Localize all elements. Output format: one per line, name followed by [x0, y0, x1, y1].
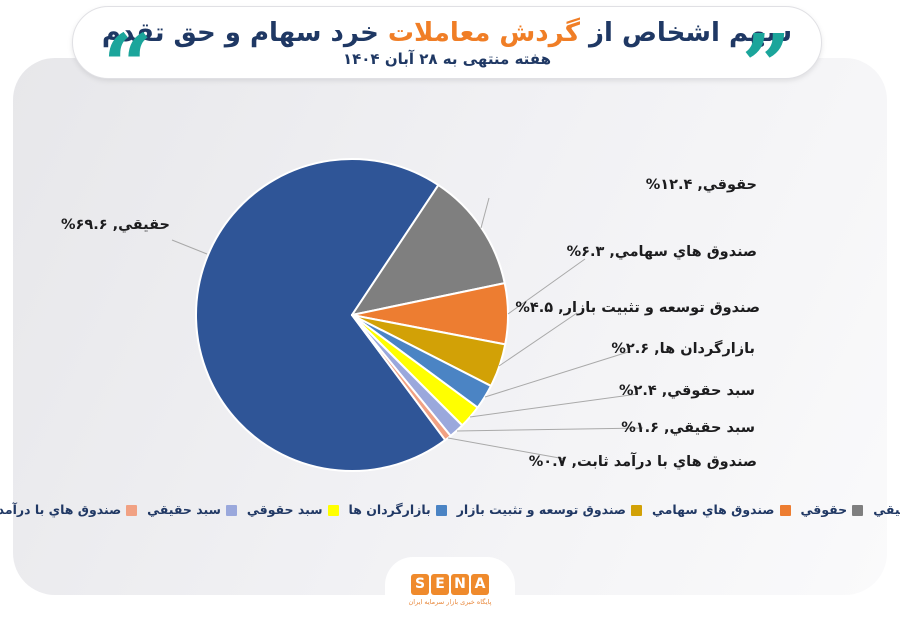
- pie-label-0: حقیقي, %۶۹.۶: [61, 214, 170, 236]
- pie-label-name: صندوق هاي با درآمد ثابت: [577, 454, 757, 470]
- legend-item-3: صندوق توسعه و تثبیت بازار: [456, 502, 643, 518]
- legend-marker-icon: [327, 504, 339, 516]
- pie-label-name: حقیقي: [118, 217, 170, 233]
- legend-item-0: حقیقي: [873, 502, 900, 518]
- legend-marker-icon: [435, 504, 447, 516]
- legend-label: بازارگردان ها: [348, 502, 431, 517]
- pie-label-value: %۱.۶: [621, 420, 659, 436]
- legend-item-2: صندوق هاي سهامي: [652, 502, 791, 518]
- leader-line-3: [498, 312, 578, 367]
- pie-label-3: صندوق توسعه و تثبیت بازار, %۴.۵: [515, 297, 760, 319]
- logo-letter: E: [431, 574, 449, 595]
- pie-label-name: سبد حقیقي: [669, 420, 755, 436]
- legend-label: صندوق توسعه و تثبیت بازار: [456, 502, 627, 517]
- pie-slice-7: [351, 314, 452, 442]
- legend-label: حقیقي: [873, 502, 900, 517]
- logo-letter: S: [411, 574, 429, 595]
- pie-slice-0: [195, 158, 447, 472]
- leader-line-7: [447, 437, 566, 460]
- pie-label-name: صندوق توسعه و تثبیت بازار: [563, 300, 760, 316]
- pie-label-value: %۱۲.۴: [645, 177, 693, 193]
- page-subtitle: هفته منتهی به ۲۸ آبان ۱۴۰۴: [342, 49, 551, 68]
- legend-item-4: بازارگردان ها: [349, 502, 447, 518]
- leader-line-6: [456, 427, 644, 432]
- title-highlight: گردش معاملات: [387, 17, 581, 48]
- logo-letter: N: [451, 574, 469, 595]
- leader-line-1: [480, 197, 490, 229]
- pie-label-name: صندوق هاي سهامي: [614, 244, 757, 260]
- pie-label-4: بازارگردان ها, %۲.۶: [611, 338, 755, 360]
- pie-label-7: صندوق هاي با درآمد ثابت, %۰.۷: [529, 451, 757, 473]
- pie-label-value: %۶۹.۶: [60, 217, 108, 233]
- legend-item-6: سبد حقیقي: [147, 502, 237, 518]
- legend-label: صندوق هاي سهامي: [652, 502, 775, 517]
- legend-marker-icon: [852, 504, 864, 516]
- pie-label-1: حقوقي, %۱۲.۴: [646, 174, 757, 196]
- pie-label-separator: ,: [558, 300, 564, 316]
- pie-label-name: بازارگردان ها: [659, 341, 755, 357]
- logo-tagline: پایگاه خبری بازار سرمایه ایران: [408, 598, 492, 606]
- leader-line-2: [507, 258, 586, 315]
- pie-label-value: %۶.۳: [566, 244, 605, 260]
- pie-label-separator: ,: [697, 177, 703, 193]
- pie-label-separator: ,: [571, 454, 578, 470]
- legend-label: سبد حقوقي: [246, 502, 323, 517]
- legend-label: صندوق هاي با درآمد ثابت: [0, 502, 122, 517]
- pie-label-name: سبد حقوقي: [667, 383, 755, 399]
- legend-item-7: صندوق هاي با درآمد ثابت: [0, 502, 138, 518]
- legend-marker-icon: [779, 504, 791, 516]
- pie-label-separator: ,: [661, 383, 668, 399]
- logo-letter: A: [471, 574, 489, 595]
- pie-label-value: %۲.۴: [618, 383, 657, 399]
- legend-marker-icon: [126, 504, 138, 516]
- pie-label-6: سبد حقیقي, %۱.۶: [621, 417, 755, 439]
- pie-label-value: %۰.۷: [528, 454, 567, 470]
- title-text-2: خرد سهام و حق تقدم: [101, 17, 379, 48]
- pie-label-separator: ,: [663, 420, 670, 436]
- title-block: سهم اشخاص از گردش معاملات خرد سهام و حق …: [101, 17, 793, 68]
- pie-label-name: حقوقي: [702, 177, 757, 193]
- leader-line-4: [484, 351, 629, 398]
- chart-legend: حقیقي حقوقي صندوق هاي سهامي صندوق توسعه و ت…: [0, 502, 900, 518]
- legend-label: حقوقي: [800, 502, 848, 517]
- pie-label-value: %۲.۶: [611, 341, 650, 357]
- pie-label-2: صندوق هاي سهامي, %۶.۳: [567, 241, 757, 263]
- page-title: سهم اشخاص از گردش معاملات خرد سهام و حق …: [101, 17, 793, 48]
- leader-line-5: [469, 393, 639, 418]
- pie-label-value: %۴.۵: [515, 300, 554, 316]
- pie-label-separator: ,: [112, 217, 119, 233]
- title-banner: “ سهم اشخاص از گردش معاملات خرد سهام و ح…: [72, 6, 822, 110]
- title-text-1: سهم اشخاص از: [589, 17, 793, 48]
- pie-label-separator: ,: [609, 244, 615, 260]
- legend-marker-icon: [631, 504, 643, 516]
- legend-item-5: سبد حقوقي: [247, 502, 339, 518]
- leader-line-0: [171, 239, 208, 255]
- pie-label-5: سبد حقوقي, %۲.۴: [619, 380, 755, 402]
- legend-label: سبد حقیقي: [147, 502, 221, 517]
- legend-marker-icon: [225, 504, 237, 516]
- legend-item-1: حقوقي: [801, 502, 864, 518]
- pie-label-separator: ,: [654, 341, 660, 357]
